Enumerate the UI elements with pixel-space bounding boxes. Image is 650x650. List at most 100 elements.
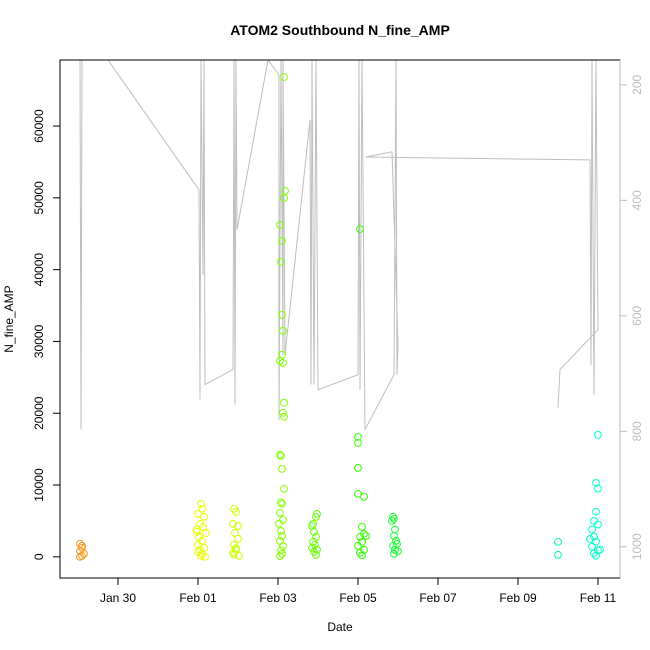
y-tick-label: 10000 [32, 468, 46, 502]
data-point [278, 499, 286, 508]
data-point [389, 541, 397, 550]
data-point [590, 549, 598, 558]
data-point [229, 519, 237, 528]
data-line [79, 60, 599, 430]
data-point [356, 548, 364, 557]
data-point [394, 547, 402, 555]
data-point [202, 529, 210, 538]
data-point [594, 520, 602, 529]
data-point [586, 534, 594, 543]
data-point [278, 532, 286, 540]
data-point [354, 432, 362, 441]
data-point [196, 545, 204, 554]
data-point [590, 532, 598, 541]
data-point [588, 525, 596, 534]
data-point [280, 412, 288, 421]
data-point [277, 527, 285, 535]
data-point [276, 508, 284, 517]
data-point [280, 73, 288, 81]
data-point [354, 463, 362, 472]
data-point [200, 512, 208, 521]
x-tick-label: Feb 03 [259, 591, 297, 605]
data-point [232, 507, 240, 516]
plot-box [59, 59, 621, 579]
data-point [388, 517, 396, 525]
data-point [391, 525, 399, 534]
y2-tick-label: 200 [630, 74, 644, 94]
data-point [277, 451, 285, 460]
y2-tick-label: 400 [630, 190, 644, 210]
data-point [594, 430, 602, 439]
data-point [280, 194, 288, 202]
x-tick-label: Feb 01 [179, 591, 217, 605]
data-point [276, 552, 284, 561]
data-point [279, 515, 287, 524]
data-point [234, 534, 242, 543]
y-tick-label: 50000 [32, 181, 46, 215]
data-point [193, 525, 201, 534]
data-point [193, 527, 201, 536]
y2-tick-label: 800 [630, 421, 644, 441]
data-point [358, 522, 366, 531]
x-tick-label: Jan 30 [100, 591, 136, 605]
y2-tick-label: 600 [630, 305, 644, 325]
y2-tick-label: 1000 [630, 533, 644, 560]
data-point [197, 499, 205, 508]
data-point [275, 519, 283, 528]
data-point [313, 545, 321, 554]
data-point [76, 552, 84, 561]
data-point [198, 504, 206, 513]
data-point [277, 546, 285, 555]
data-point [278, 310, 286, 319]
data-point [390, 531, 398, 540]
data-point [279, 542, 287, 550]
y-tick-label: 0 [32, 553, 46, 560]
x-tick-label: Feb 05 [339, 591, 377, 605]
data-point [278, 237, 286, 245]
data-point [280, 398, 288, 407]
line-layer [79, 60, 599, 430]
data-point [276, 221, 284, 229]
data-point [198, 536, 206, 545]
data-point [393, 539, 401, 548]
data-point [279, 358, 287, 367]
data-point [235, 551, 243, 560]
data-point [234, 521, 242, 530]
data-point [390, 514, 398, 523]
data-point [390, 549, 398, 558]
data-point [312, 550, 320, 559]
data-point [308, 543, 316, 552]
data-point [279, 326, 287, 335]
data-point [194, 509, 202, 518]
data-point [230, 550, 238, 559]
x-tick-label: Feb 09 [499, 591, 537, 605]
data-point [362, 532, 370, 540]
data-point [276, 450, 284, 459]
x-tick-label: Feb 11 [580, 591, 617, 605]
data-point [596, 545, 604, 554]
data-point [278, 464, 286, 473]
y-tick-label: 20000 [32, 396, 46, 430]
data-point [356, 532, 364, 541]
data-point [354, 541, 362, 550]
data-point [592, 507, 600, 516]
data-point [554, 550, 562, 559]
data-point [360, 492, 368, 501]
data-point [78, 541, 86, 550]
data-point [76, 539, 84, 548]
y-tick-label: 40000 [32, 253, 46, 287]
data-point [594, 484, 602, 493]
x-tick-label: Feb 07 [419, 591, 457, 605]
data-point [280, 484, 288, 493]
chart-title: ATOM2 Southbound N_fine_AMP [230, 22, 450, 38]
data-point [201, 552, 209, 561]
data-point [312, 512, 320, 521]
data-point [277, 498, 285, 507]
data-point [354, 489, 362, 498]
data-point [279, 408, 287, 417]
point-layer [76, 73, 604, 561]
data-point [231, 528, 239, 537]
data-point [358, 537, 366, 546]
data-point [278, 550, 286, 558]
